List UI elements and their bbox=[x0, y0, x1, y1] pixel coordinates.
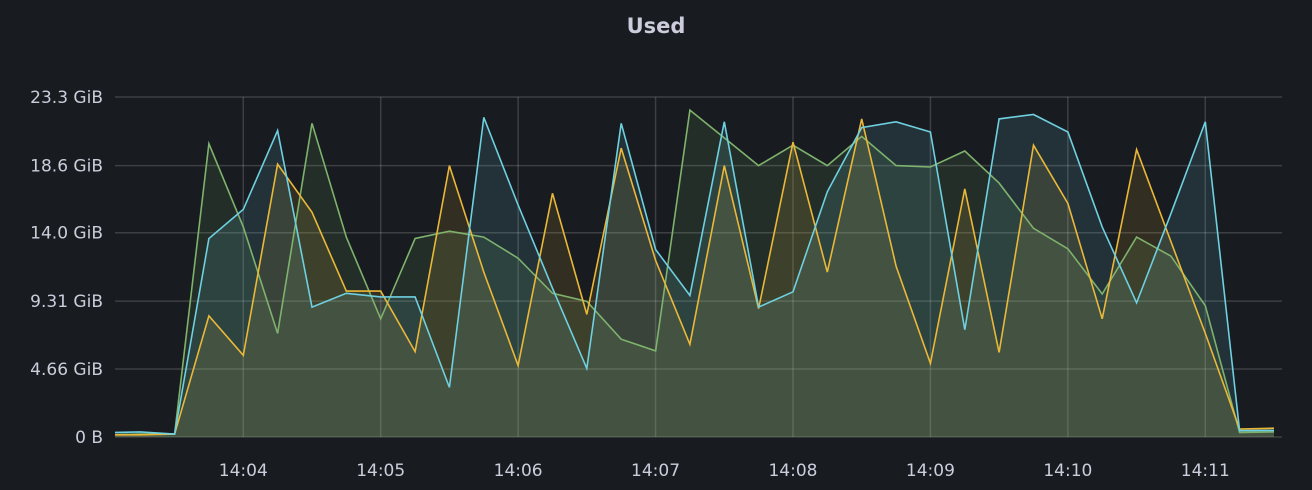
x-tick-label: 14:06 bbox=[494, 461, 543, 481]
y-tick-label: 18.6 GiB bbox=[30, 157, 103, 177]
x-tick-label: 14:11 bbox=[1181, 461, 1230, 481]
y-axis: 0 B 4.66 GiB 9.31 GiB 14.0 GiB 18.6 GiB 23.3 … bbox=[30, 88, 103, 448]
x-tick-label: 14:10 bbox=[1043, 461, 1092, 481]
series-areas bbox=[115, 110, 1274, 437]
series-3-line bbox=[115, 113, 1275, 435]
x-axis: 14:04 14:05 14:06 14:07 14:08 14:09 14:10 14:11 bbox=[219, 461, 1230, 481]
y-tick-label: 23.3 GiB bbox=[30, 88, 103, 108]
series-2-area bbox=[115, 118, 1274, 437]
x-tick-label: 14:07 bbox=[631, 461, 680, 481]
y-tick-label: 0 B bbox=[75, 428, 103, 448]
y-tick-label: 4.66 GiB bbox=[30, 360, 103, 380]
y-tick-label: 9.31 GiB bbox=[30, 292, 103, 312]
series-1-line bbox=[115, 108, 1275, 436]
x-tick-label: 14:05 bbox=[356, 461, 405, 481]
series-2-line bbox=[115, 118, 1275, 436]
y-tick-label: 14.0 GiB bbox=[30, 224, 103, 244]
x-tick-label: 14:09 bbox=[906, 461, 955, 481]
x-tick-label: 14:08 bbox=[768, 461, 817, 481]
series-lines bbox=[115, 108, 1275, 436]
chart-title: Used bbox=[626, 14, 686, 38]
x-tick-label: 14:04 bbox=[219, 461, 268, 481]
